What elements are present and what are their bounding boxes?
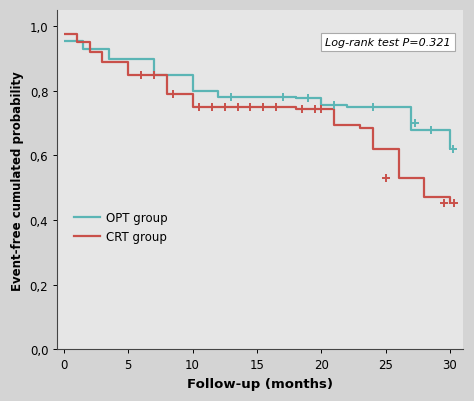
Y-axis label: Event-free cumulated probability: Event-free cumulated probability [11, 71, 24, 290]
Text: Log-rank test P=0.321: Log-rank test P=0.321 [325, 38, 451, 48]
Legend: OPT group, CRT group: OPT group, CRT group [70, 207, 173, 248]
X-axis label: Follow-up (months): Follow-up (months) [187, 377, 333, 390]
